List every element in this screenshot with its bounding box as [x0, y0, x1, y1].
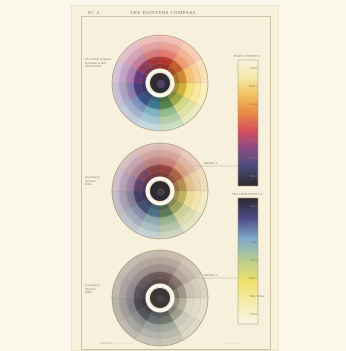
wheel-white-ring [145, 176, 175, 206]
note-first-wheel: The colours of Nature according to their… [85, 57, 112, 69]
plate-border [81, 16, 271, 350]
colour-wheel-first [111, 34, 209, 132]
note-third-wheel: according to Newton's Table. [85, 283, 101, 295]
wheel-white-ring [145, 283, 175, 313]
first-effect-label: Red [252, 120, 257, 124]
second-effect-label: White [250, 312, 258, 316]
note-line: natural order. [85, 64, 102, 69]
figure-caption-first: Rainbow 1. [204, 161, 219, 165]
first-effect-label: Black [250, 174, 258, 178]
wheel-centre-tint [157, 188, 165, 196]
note-line: according to [85, 175, 101, 179]
second-effect-label: Pale Yellow [250, 294, 265, 298]
note-second-wheel: according to Newton's Table. [85, 175, 101, 187]
first-effect-bar [237, 59, 259, 187]
second-effect-bar [237, 197, 259, 325]
note-line: according to their [85, 60, 107, 65]
imprint-right: — — — — — — [222, 342, 241, 345]
wheel-centre-tint [157, 80, 165, 88]
first-effect-label: White [250, 66, 258, 70]
second-effect-label: Green [250, 258, 258, 262]
plate-title: THE PAINTERS COMPASS. [130, 10, 198, 15]
first-effect-label: Purple [249, 138, 258, 142]
plate-artwork [111, 34, 259, 347]
figure-caption-second: Rainbow 2. [204, 273, 219, 277]
second-effect-label: Blue [251, 240, 257, 244]
wheel-white-ring [145, 68, 175, 98]
note-line: Newton's [85, 286, 96, 291]
note-line: Table. [85, 182, 93, 187]
second-effect-label: Indigo [249, 222, 258, 226]
first-effect-label: Yellow [249, 84, 258, 88]
first-effect-label: Orange [249, 102, 259, 106]
note-line: The colours of Nature [85, 57, 112, 61]
wheel-centre-tint [157, 295, 165, 303]
second-effect-label: Black [250, 204, 258, 208]
colour-wheel-second [111, 142, 209, 240]
second-effect-heading: SECOND EFFECT. [232, 192, 264, 196]
plate-number: Pl. 2 [88, 10, 100, 15]
plate-sheet: Pl. 2 THE PAINTERS COMPASS. [72, 6, 278, 350]
note-line: according to [85, 283, 101, 287]
note-line: Table. [85, 290, 93, 295]
first-effect-label: Indigo [249, 156, 258, 160]
note-line: Newton's [85, 178, 96, 183]
first-effect-heading: FIRST EFFECT. [234, 54, 261, 58]
second-effect-label: Yellow [249, 276, 258, 280]
colour-wheel-third [111, 249, 209, 347]
imprint-left: Published by — — — — — — [100, 342, 133, 345]
